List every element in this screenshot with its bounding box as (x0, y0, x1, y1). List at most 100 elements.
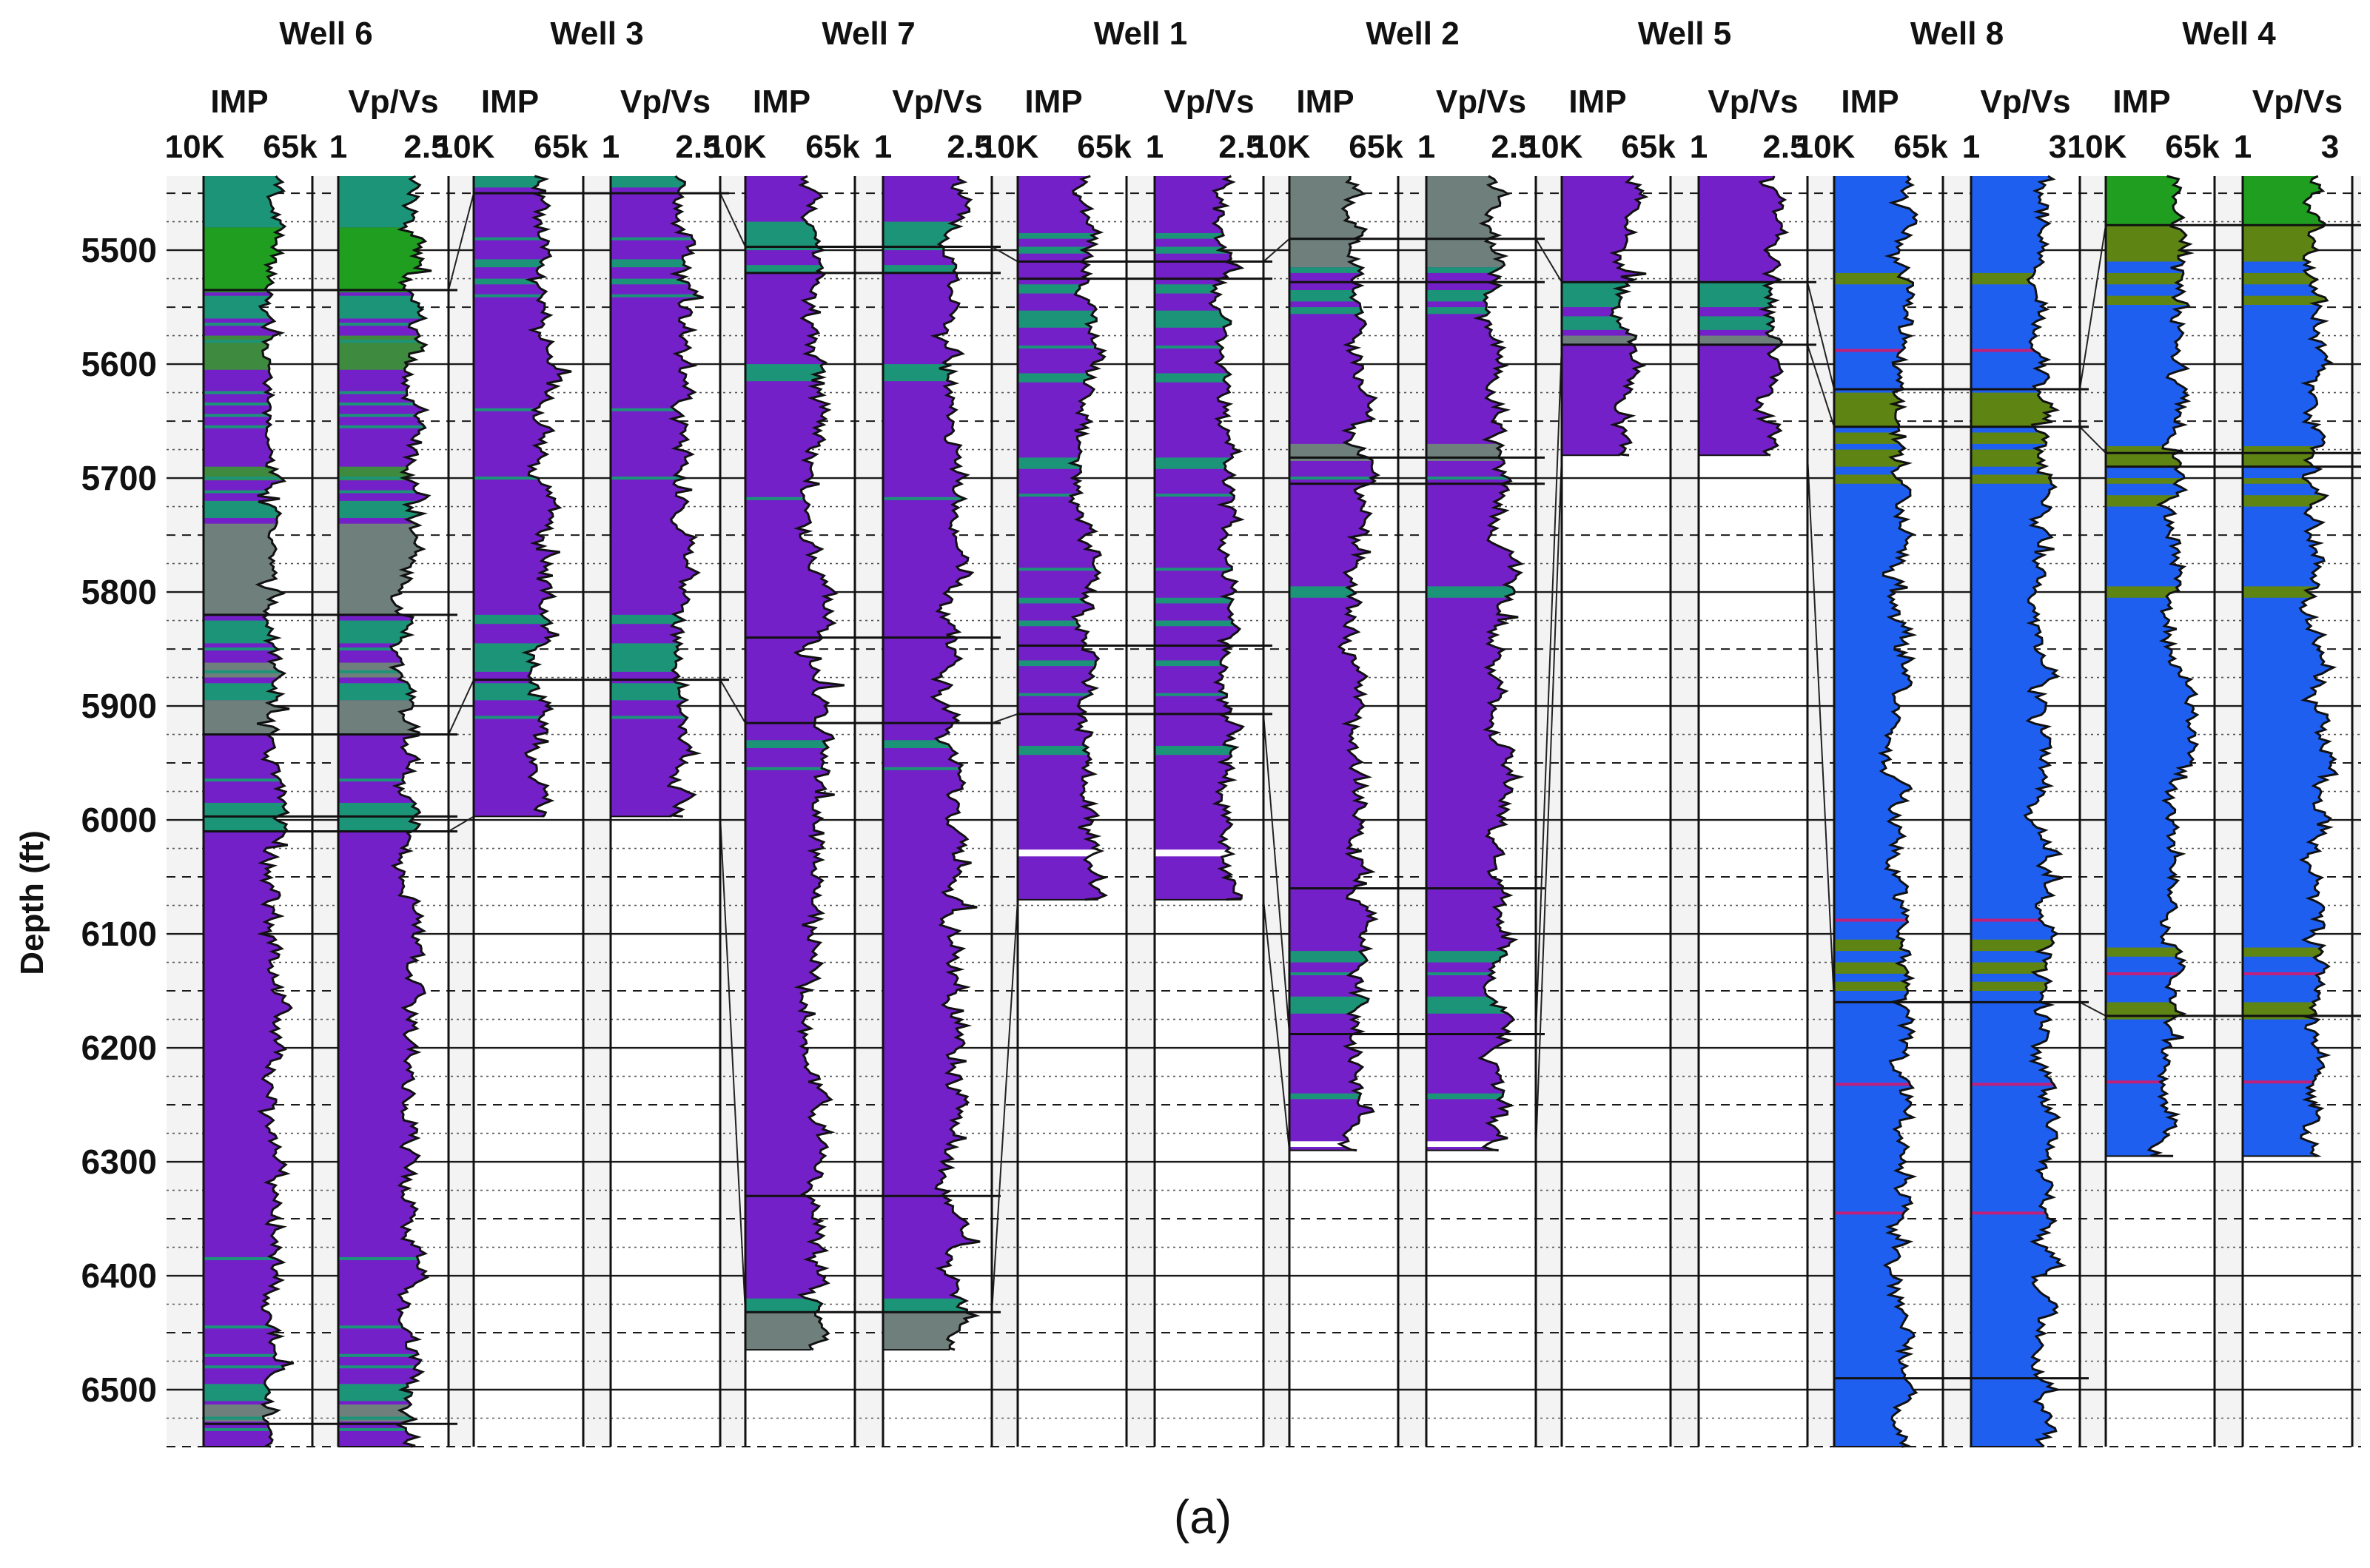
correlation-line (1807, 281, 1835, 390)
log-fill-0-1 (338, 176, 432, 1447)
facies-block (204, 662, 294, 678)
facies-block (1426, 1093, 1522, 1100)
data-gap (1155, 849, 1243, 857)
log-curve (666, 175, 704, 818)
facies-block (1018, 246, 1106, 254)
track-scale-min: 1 (874, 129, 892, 165)
facies-background (1834, 176, 1917, 1447)
log-curve (1473, 175, 1525, 1152)
track-scale-max: 2.5 (1762, 129, 1807, 165)
log-fill-5-1 (1699, 176, 1787, 456)
facies-block (1426, 307, 1522, 314)
facies-thin-bed (611, 408, 704, 411)
correlation-line (448, 679, 474, 735)
facies-thin-bed (1155, 494, 1243, 497)
gutter-strip (449, 176, 474, 1447)
facies-block (338, 662, 432, 678)
gutter-strip (1127, 176, 1155, 1447)
track-scale-max: 65k (263, 129, 318, 165)
facies-block (338, 227, 432, 293)
correlation-line (2079, 426, 2107, 454)
facies-background (611, 176, 704, 817)
facies-thin-bed (204, 1416, 294, 1420)
facies-thin-bed (204, 1365, 294, 1369)
facies-block (611, 259, 704, 268)
facies-block (1018, 373, 1106, 383)
facies-block (1018, 660, 1106, 667)
data-gap (1426, 1141, 1522, 1148)
facies-thin-bed (611, 716, 704, 719)
facies-block (611, 176, 704, 188)
gutter-strip (2215, 176, 2243, 1447)
track-scale-max: 65k (1893, 129, 1948, 165)
y-axis-label: Depth (ft) (14, 830, 50, 975)
facies-thin-bed (474, 294, 571, 297)
facies-thin-bed (204, 391, 294, 394)
facies-thin-bed (338, 1256, 432, 1260)
facies-thin-bed (474, 477, 571, 480)
track-scale-min: 1 (329, 129, 347, 165)
facies-thin-bed (338, 1365, 432, 1369)
facies-block (883, 1298, 981, 1313)
facies-block (474, 614, 571, 625)
correlation-line (719, 816, 746, 1313)
gutter-strip (720, 176, 745, 1447)
track-scale-max: 2.5 (947, 129, 992, 165)
facies-block (883, 1312, 981, 1350)
data-gap (1289, 1141, 1378, 1148)
facies-block (745, 1298, 845, 1313)
correlation-line (2079, 1001, 2107, 1017)
facies-block (2106, 478, 2198, 484)
facies-thin-bed (1155, 693, 1243, 696)
facies-block (1971, 939, 2064, 952)
track-scale-max: 65k (2165, 129, 2220, 165)
facies-block (2243, 295, 2337, 306)
facies-block (1289, 951, 1378, 963)
facies-thin-bed (1155, 345, 1243, 349)
facies-thin-bed (338, 425, 432, 428)
facies-block (1289, 307, 1378, 314)
facies-thin-bed (1971, 918, 2064, 922)
facies-block (204, 683, 294, 701)
facies-block (611, 683, 704, 701)
facies-thin-bed (204, 477, 294, 480)
track-scale-max: 65k (1621, 129, 1676, 165)
facies-block (474, 683, 571, 701)
facies-thin-bed (338, 391, 432, 394)
facies-thin-bed (2106, 972, 2198, 975)
facies-thin-bed (204, 1256, 294, 1260)
track-title: IMP (1296, 84, 1354, 120)
facies-block (204, 500, 294, 518)
facies-thin-bed (1289, 972, 1378, 975)
facies-block (2106, 947, 2198, 957)
track-title: IMP (753, 84, 810, 120)
log-curve (1609, 175, 1649, 457)
facies-block (338, 683, 432, 701)
correlation-line (991, 713, 1018, 724)
facies-thin-bed (338, 670, 432, 673)
well-title: Well 8 (1910, 16, 2004, 52)
facies-thin-bed (2243, 1080, 2337, 1084)
log-curve (2298, 175, 2340, 1157)
track-title: IMP (1568, 84, 1626, 120)
facies-thin-bed (338, 1353, 432, 1357)
depth-tick-label: 6400 (81, 1256, 157, 1295)
track-title: IMP (2112, 84, 2170, 120)
gutter-strip (2352, 176, 2361, 1447)
correlation-line (1807, 344, 1835, 428)
facies-thin-bed (338, 323, 432, 326)
facies-thin-bed (1971, 349, 2064, 352)
track-scale-max: 2.5 (1218, 129, 1263, 165)
facies-block (2106, 295, 2198, 306)
facies-block (1699, 335, 1787, 344)
gutter-strip (2080, 176, 2106, 1447)
facies-thin-bed (2106, 1080, 2198, 1084)
track-title: Vp/Vs (892, 84, 982, 120)
facies-block (745, 265, 845, 273)
gutter-strip (1807, 176, 1834, 1447)
track-scale-min: 1 (1417, 129, 1435, 165)
facies-thin-bed (204, 778, 294, 782)
facies-block (1155, 246, 1243, 254)
facies-thin-bed (204, 414, 294, 417)
